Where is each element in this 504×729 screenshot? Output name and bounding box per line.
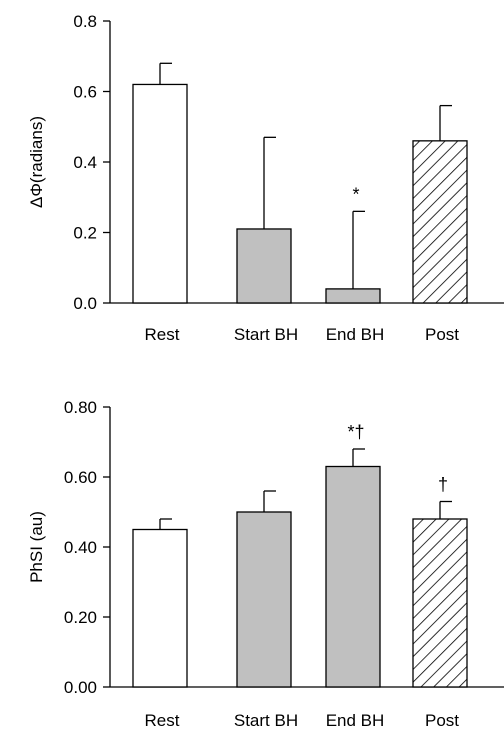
x-category-label: End BH xyxy=(326,325,385,344)
bar-end-bh xyxy=(325,465,381,688)
x-category-label: Post xyxy=(425,325,459,344)
significance-marker: * xyxy=(352,184,359,204)
x-category-label: Start BH xyxy=(234,711,298,729)
x-category-label: Rest xyxy=(145,325,180,344)
bar-rest xyxy=(132,83,188,304)
y-tick-label: 0.2 xyxy=(73,224,97,243)
bar-rest xyxy=(132,528,188,688)
x-category-label: Post xyxy=(425,711,459,729)
bar-start-bh xyxy=(236,511,292,688)
bar-post xyxy=(412,518,468,688)
x-category-label: End BH xyxy=(326,711,385,729)
y-tick-label: 0.40 xyxy=(64,538,97,557)
x-category-label: Rest xyxy=(145,711,180,729)
x-category-label: Start BH xyxy=(234,325,298,344)
y-axis-title: PhSI (au) xyxy=(27,511,46,583)
chart-panel-top: 0.0 0.2 0.4 0.6 0.8 ΔΦ(radians) Rest Start BH En… xyxy=(27,12,504,344)
y-tick-label: 0.60 xyxy=(64,468,97,487)
y-tick-label: 0.8 xyxy=(73,12,97,31)
y-tick-label: 0.4 xyxy=(73,153,97,172)
bar-end-bh xyxy=(325,288,381,304)
y-tick-label: 0.0 xyxy=(73,294,97,313)
chart-panel-bottom: 0.00 0.20 0.40 0.60 0.80 PhSI (au) Rest Start B… xyxy=(27,398,504,729)
y-tick-label: 0.6 xyxy=(73,83,97,102)
y-tick-label: 0.00 xyxy=(64,678,97,697)
bar-start-bh xyxy=(236,228,292,304)
significance-marker: † xyxy=(438,475,448,495)
y-axis-title: ΔΦ(radians) xyxy=(27,116,46,208)
bar-post xyxy=(412,140,468,304)
y-tick-label: 0.80 xyxy=(64,398,97,417)
significance-marker: *† xyxy=(347,422,364,442)
y-tick-label: 0.20 xyxy=(64,608,97,627)
